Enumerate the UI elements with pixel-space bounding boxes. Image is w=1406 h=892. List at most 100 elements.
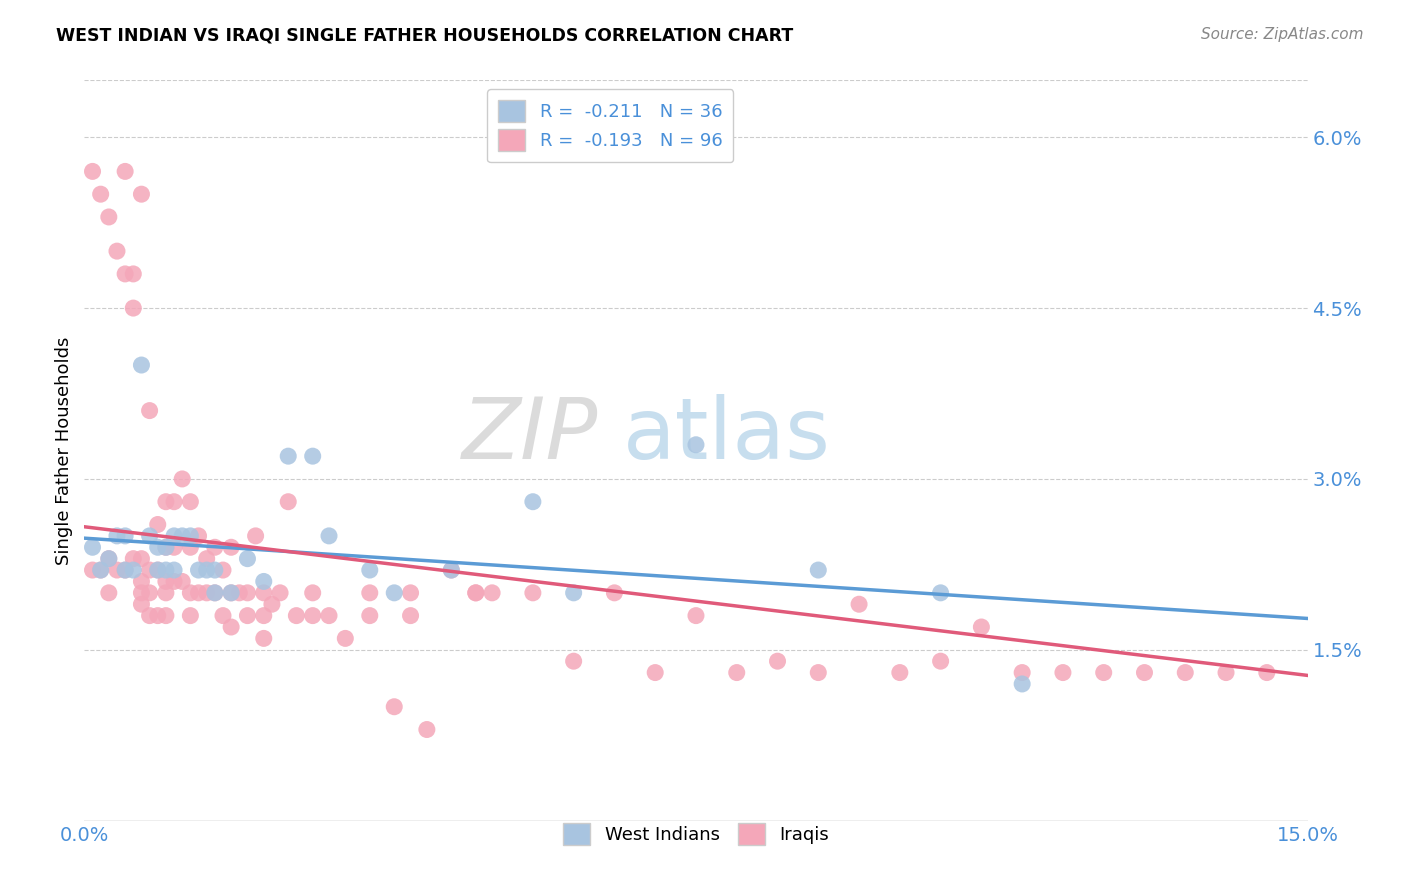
Point	[179, 494, 201, 508]
Point	[464, 586, 486, 600]
Point	[114, 529, 136, 543]
Point	[155, 563, 177, 577]
Point	[155, 541, 177, 555]
Text: WEST INDIAN VS IRAQI SINGLE FATHER HOUSEHOLDS CORRELATION CHART: WEST INDIAN VS IRAQI SINGLE FATHER HOUSE…	[56, 27, 793, 45]
Point	[122, 563, 145, 577]
Point	[82, 164, 104, 178]
Point	[179, 529, 201, 543]
Point	[204, 563, 226, 577]
Point	[138, 529, 160, 543]
Point	[97, 551, 120, 566]
Point	[318, 608, 340, 623]
Point	[114, 164, 136, 178]
Point	[90, 563, 112, 577]
Point	[359, 586, 381, 600]
Point	[562, 654, 585, 668]
Point	[172, 574, 194, 589]
Point	[105, 529, 128, 543]
Point	[481, 586, 503, 600]
Point	[131, 597, 153, 611]
Point	[179, 608, 201, 623]
Point	[1052, 665, 1074, 680]
Point	[179, 541, 201, 555]
Point	[440, 563, 463, 577]
Point	[131, 358, 153, 372]
Point	[277, 449, 299, 463]
Point	[97, 586, 120, 600]
Point	[522, 494, 544, 508]
Point	[1092, 665, 1115, 680]
Point	[848, 597, 870, 611]
Point	[1256, 665, 1278, 680]
Point	[204, 586, 226, 600]
Point	[195, 551, 218, 566]
Point	[382, 699, 405, 714]
Point	[82, 563, 104, 577]
Point	[260, 597, 283, 611]
Point	[929, 654, 952, 668]
Point	[1215, 665, 1237, 680]
Point	[219, 586, 242, 600]
Point	[138, 403, 160, 417]
Point	[163, 563, 186, 577]
Point	[1133, 665, 1156, 680]
Point	[522, 586, 544, 600]
Point	[219, 586, 242, 600]
Point	[603, 586, 626, 600]
Point	[807, 563, 830, 577]
Point	[146, 517, 169, 532]
Point	[131, 551, 153, 566]
Point	[122, 267, 145, 281]
Point	[187, 563, 209, 577]
Text: atlas: atlas	[623, 394, 831, 477]
Point	[970, 620, 993, 634]
Point	[122, 551, 145, 566]
Point	[155, 541, 177, 555]
Point	[155, 586, 177, 600]
Point	[335, 632, 357, 646]
Point	[318, 529, 340, 543]
Point	[359, 608, 381, 623]
Point	[131, 586, 153, 600]
Point	[179, 586, 201, 600]
Point	[399, 608, 422, 623]
Point	[301, 586, 323, 600]
Point	[97, 210, 120, 224]
Point	[1011, 677, 1033, 691]
Point	[440, 563, 463, 577]
Point	[90, 187, 112, 202]
Point	[253, 608, 276, 623]
Point	[766, 654, 789, 668]
Point	[228, 586, 250, 600]
Point	[644, 665, 666, 680]
Point	[1174, 665, 1197, 680]
Point	[212, 563, 235, 577]
Point	[138, 563, 160, 577]
Point	[382, 586, 405, 600]
Y-axis label: Single Father Households: Single Father Households	[55, 336, 73, 565]
Point	[163, 494, 186, 508]
Point	[187, 586, 209, 600]
Point	[131, 574, 153, 589]
Point	[204, 586, 226, 600]
Text: ZIP: ZIP	[461, 394, 598, 477]
Point	[253, 586, 276, 600]
Point	[236, 586, 259, 600]
Point	[172, 472, 194, 486]
Point	[195, 586, 218, 600]
Point	[236, 608, 259, 623]
Point	[105, 244, 128, 259]
Point	[114, 563, 136, 577]
Point	[138, 586, 160, 600]
Point	[155, 608, 177, 623]
Point	[155, 574, 177, 589]
Point	[219, 541, 242, 555]
Text: Source: ZipAtlas.com: Source: ZipAtlas.com	[1201, 27, 1364, 42]
Point	[301, 608, 323, 623]
Point	[245, 529, 267, 543]
Point	[204, 541, 226, 555]
Point	[155, 494, 177, 508]
Point	[1011, 665, 1033, 680]
Point	[195, 563, 218, 577]
Point	[562, 586, 585, 600]
